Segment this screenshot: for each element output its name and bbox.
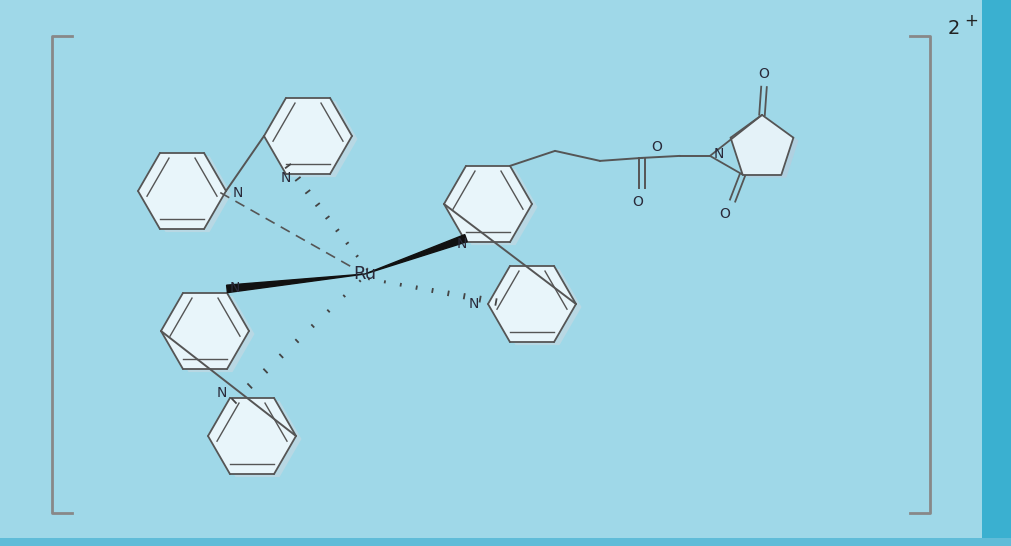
Polygon shape [226, 274, 365, 293]
Text: O: O [758, 67, 769, 81]
Polygon shape [444, 166, 532, 242]
Polygon shape [365, 235, 467, 274]
Text: Ru: Ru [354, 265, 376, 283]
Polygon shape [270, 101, 358, 177]
Polygon shape [450, 169, 538, 245]
Text: 2: 2 [948, 19, 960, 38]
Polygon shape [208, 398, 296, 474]
Text: N: N [229, 281, 241, 295]
Polygon shape [736, 118, 799, 177]
Polygon shape [167, 296, 255, 372]
Text: O: O [719, 206, 730, 221]
Polygon shape [161, 293, 249, 369]
Polygon shape [264, 98, 352, 174]
Polygon shape [488, 266, 576, 342]
Text: N: N [714, 147, 724, 161]
Text: O: O [633, 195, 643, 209]
Text: N: N [216, 386, 227, 400]
Polygon shape [144, 156, 232, 232]
Bar [0, 538, 1011, 546]
Text: +: + [964, 12, 978, 30]
Text: N: N [281, 171, 291, 185]
Bar [982, 0, 1011, 546]
Polygon shape [137, 153, 226, 229]
Text: O: O [651, 140, 662, 154]
Polygon shape [731, 115, 794, 175]
Text: N: N [457, 237, 467, 251]
Polygon shape [213, 401, 301, 477]
Text: N: N [233, 186, 244, 200]
Text: N: N [469, 297, 479, 311]
Polygon shape [493, 269, 581, 345]
